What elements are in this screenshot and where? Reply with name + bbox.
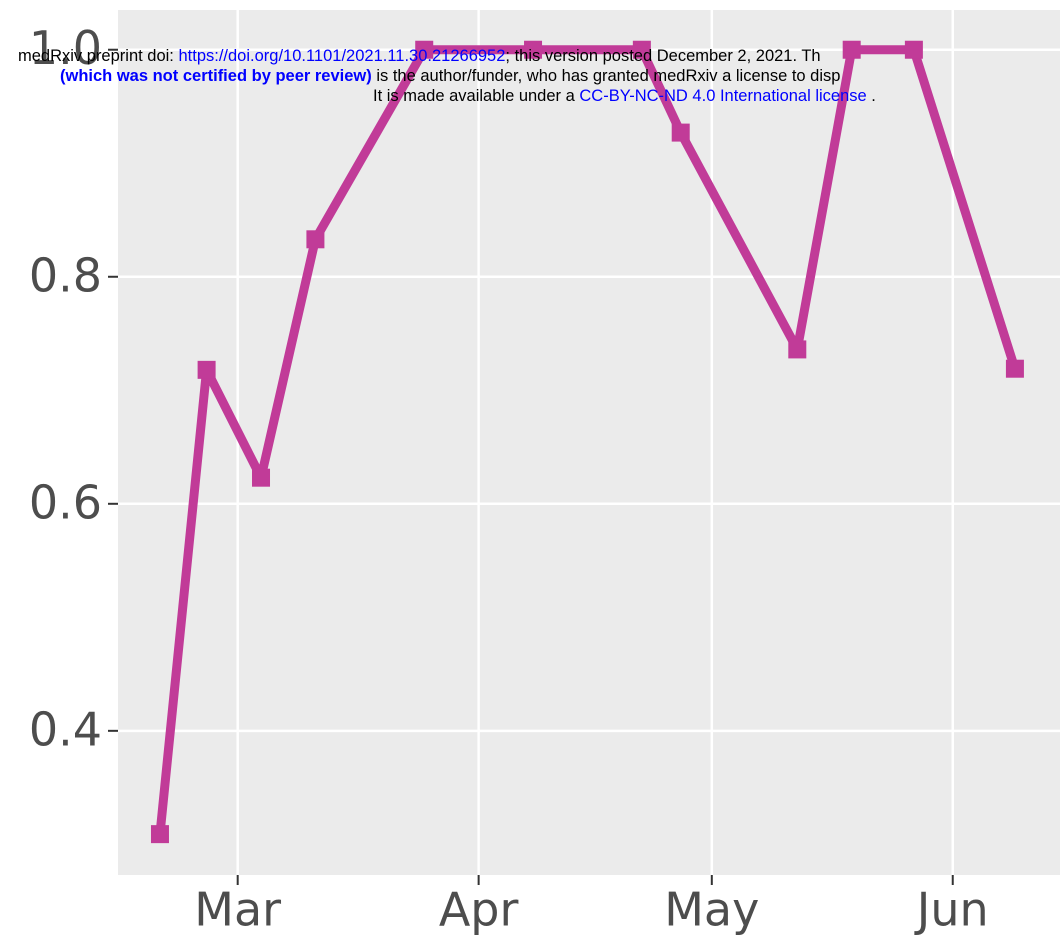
line	[155, 45, 1020, 835]
text: medRxiv preprint doi:	[18, 47, 179, 65]
header-line: It is made available under a CC-BY-NC-ND…	[373, 86, 876, 106]
x-tick-label: May	[664, 883, 759, 937]
marker	[671, 123, 690, 142]
marker	[1005, 359, 1024, 378]
marker	[904, 40, 923, 59]
marker	[306, 230, 325, 249]
text: .	[866, 87, 876, 105]
marker	[788, 340, 807, 359]
text: (which was not certified by peer review)	[60, 67, 372, 85]
marker	[524, 40, 543, 59]
x-tick-label: Apr	[439, 883, 519, 937]
marker	[197, 360, 216, 379]
marker	[252, 468, 271, 487]
y-tick-label: 0.6	[29, 475, 102, 529]
text: ; this version posted December 2, 2021. …	[505, 47, 821, 65]
marker	[632, 40, 651, 59]
y-tick-label: 0.4	[29, 702, 102, 756]
x-tick-label: Mar	[194, 883, 281, 937]
y-tick-label: 1.0	[29, 21, 102, 75]
text: It is made available under a	[373, 87, 580, 105]
marker	[415, 40, 434, 59]
panel	[118, 10, 1060, 875]
y-tick-label: 0.8	[29, 248, 102, 302]
text: is the author/funder, who has granted me…	[371, 67, 841, 85]
header-line: (which was not certified by peer review)…	[60, 66, 840, 86]
header-line: medRxiv preprint doi: https://doi.org/10…	[18, 46, 821, 66]
marker	[150, 825, 169, 844]
link[interactable]: CC-BY-NC-ND 4.0 International license	[579, 87, 867, 105]
link[interactable]: https://doi.org/10.1101/2021.11.30.21266…	[178, 47, 506, 65]
marker	[842, 40, 861, 59]
x-tick-label: Jun	[914, 883, 989, 937]
